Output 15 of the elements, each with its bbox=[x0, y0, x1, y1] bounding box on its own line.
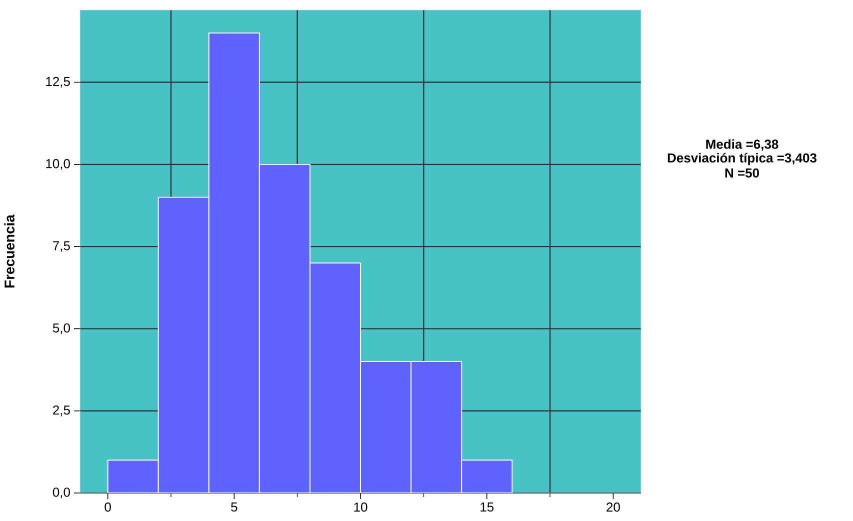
text: Desviación típica =3,403 bbox=[668, 152, 816, 166]
y-tick-label: 5,0 bbox=[52, 323, 70, 334]
y-tick-label: 0,0 bbox=[52, 488, 70, 498]
y-tick-label: 7,5 bbox=[53, 241, 70, 252]
x-tick-label: 15 bbox=[480, 502, 494, 512]
y-tick-label: 12,5 bbox=[46, 76, 70, 88]
x-tick-label: 5 bbox=[231, 502, 238, 512]
text: Media =6,38 bbox=[706, 139, 778, 151]
x-tick-label: 0 bbox=[104, 502, 111, 512]
y-axis-title: Frecuencia bbox=[4, 214, 14, 288]
x-tick-label: 20 bbox=[606, 502, 620, 512]
text: N =50 bbox=[725, 168, 759, 178]
y-tick-label: 2,5 bbox=[53, 405, 70, 416]
y-tick-label: 10,0 bbox=[46, 159, 70, 170]
x-tick-label: 10 bbox=[354, 502, 368, 512]
